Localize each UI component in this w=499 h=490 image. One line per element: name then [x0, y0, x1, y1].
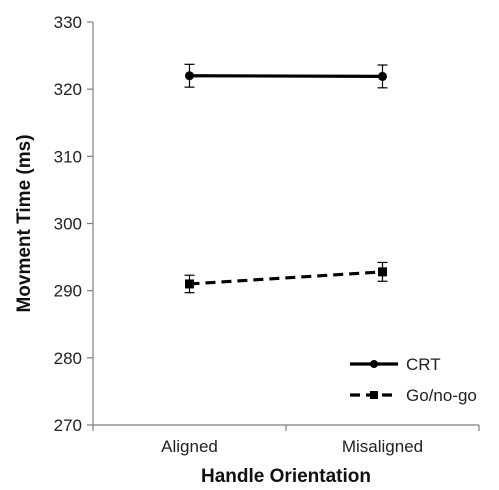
y-tick-label: 310 — [54, 147, 82, 166]
data-point-circle — [378, 71, 387, 81]
y-tick-label: 320 — [54, 80, 82, 99]
legend-label: CRT — [406, 355, 441, 374]
y-tick-label: 270 — [54, 416, 82, 435]
y-tick-label: 330 — [54, 13, 82, 32]
y-axis-title: Movment Time (ms) — [14, 134, 35, 312]
legend-marker-square — [370, 391, 378, 399]
data-point-square — [185, 279, 194, 289]
series-line — [189, 270, 383, 286]
x-axis-title: Handle Orientation — [201, 466, 371, 487]
y-tick-label: 280 — [54, 349, 82, 368]
series-layer — [184, 63, 388, 294]
axes: 270 280 290 300 310 320 330 Aligned Misaligned — [54, 13, 480, 456]
legend-item: Go/no-go — [350, 386, 477, 405]
x-tick-label: Aligned — [161, 437, 218, 456]
legend-label: Go/no-go — [406, 386, 477, 405]
series-go-no-go — [184, 261, 388, 294]
y-tick-label: 300 — [54, 215, 82, 234]
x-ticks: Aligned Misaligned — [92, 425, 480, 456]
legend: CRT Go/no-go — [350, 355, 477, 405]
data-point-square — [378, 267, 387, 277]
series-line — [189, 74, 383, 79]
data-point-circle — [185, 71, 194, 81]
y-ticks: 270 280 290 300 310 320 330 — [54, 13, 93, 435]
series-crt — [184, 63, 388, 89]
legend-marker-circle — [370, 360, 378, 368]
y-tick-label: 290 — [54, 282, 82, 301]
legend-item: CRT — [350, 355, 441, 374]
x-tick-label: Misaligned — [342, 437, 423, 456]
